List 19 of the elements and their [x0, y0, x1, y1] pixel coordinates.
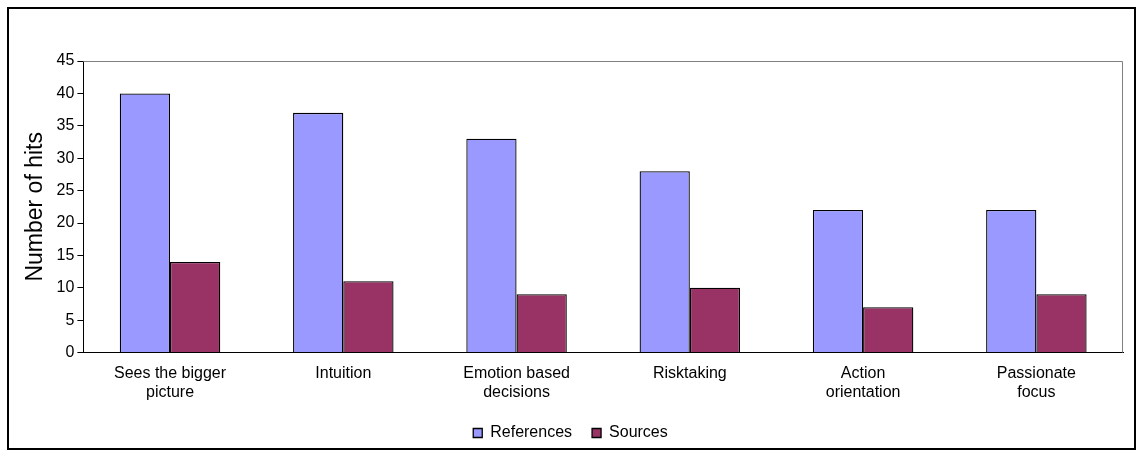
x-tick-label: Sees the bigger picture: [113, 363, 227, 400]
x-tick-label: Passionate focus: [996, 363, 1077, 400]
x-tick-label: Intuition: [315, 363, 372, 381]
x-tick-label: Action orientation: [825, 363, 901, 400]
y-tick-label: 5: [65, 310, 75, 328]
y-tick-label: 25: [56, 181, 75, 199]
y-tick-label: 40: [56, 83, 75, 101]
y-tick-label: 10: [56, 278, 75, 296]
y-tick-label: 15: [56, 245, 75, 263]
x-tick-label: Emotion based decisions: [463, 363, 570, 400]
y-axis-title: Number of hits: [21, 132, 48, 282]
y-tick-label: 0: [65, 343, 75, 361]
legend-label: References: [490, 423, 573, 441]
y-tick-label: 30: [56, 148, 75, 166]
x-tick-label: Risktaking: [652, 363, 727, 381]
legend-label: Sources: [609, 423, 668, 441]
y-tick-label: 20: [56, 213, 75, 231]
y-tick-label: 35: [56, 116, 75, 134]
y-tick-label: 45: [56, 51, 75, 69]
